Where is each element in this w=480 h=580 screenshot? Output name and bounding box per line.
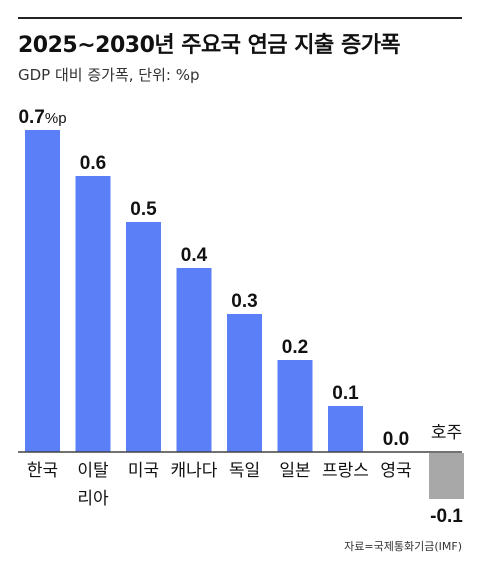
category-label-3: 캐나다 bbox=[171, 461, 218, 481]
value-label-1: 0.6 bbox=[80, 153, 106, 174]
category-label-7: 영국 bbox=[380, 461, 411, 481]
bar-6 bbox=[328, 406, 363, 452]
bar-3 bbox=[176, 268, 212, 452]
category-label-1-line-0: 이탈 bbox=[77, 461, 109, 481]
bar-0 bbox=[25, 130, 60, 452]
category-label-6: 프랑스 bbox=[322, 461, 369, 481]
value-label-3: 0.4 bbox=[181, 245, 208, 266]
bar-5 bbox=[277, 360, 313, 452]
value-label-7: 0.0 bbox=[383, 429, 409, 450]
value-label-0: 0.7%p bbox=[18, 107, 66, 128]
value-label-5: 0.2 bbox=[282, 337, 308, 358]
value-unit: %p bbox=[45, 110, 67, 127]
chart-title: 2025~2030년 주요국 연금 지출 증가폭 bbox=[18, 33, 401, 58]
category-label-0: 한국 bbox=[27, 461, 58, 481]
value-label-6: 0.1 bbox=[332, 383, 359, 404]
value-label-8: -0.1 bbox=[430, 506, 463, 527]
category-label-4: 독일 bbox=[229, 461, 260, 481]
value-label-4: 0.3 bbox=[231, 291, 257, 312]
top-rule bbox=[18, 17, 462, 19]
category-label-2: 미국 bbox=[128, 461, 159, 481]
bar-2 bbox=[126, 222, 161, 452]
bar-4 bbox=[227, 314, 262, 452]
category-label-5: 일본 bbox=[279, 461, 310, 481]
category-label-1-line-1: 리아 bbox=[77, 489, 109, 509]
bar-8 bbox=[429, 453, 464, 499]
bar-1 bbox=[75, 176, 111, 452]
source-note: 자료=국제통화기금(IMF) bbox=[344, 540, 462, 553]
category-label-8: 호주 bbox=[431, 423, 462, 443]
value-label-2: 0.5 bbox=[130, 199, 157, 220]
chart-subtitle: GDP 대비 증가폭, 단위: %p bbox=[18, 66, 200, 84]
